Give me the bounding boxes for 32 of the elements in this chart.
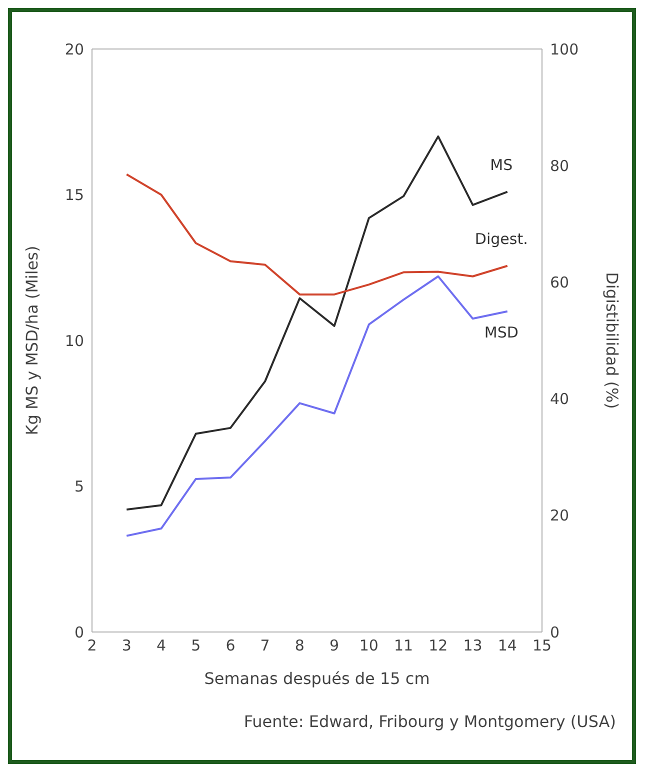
x-tick-label: 14 xyxy=(498,636,517,655)
y-tick-label: 5 xyxy=(74,478,84,496)
y2-tick-label: 60 xyxy=(550,274,570,292)
x-tick-label: 10 xyxy=(359,636,378,655)
x-tick-label: 5 xyxy=(191,636,201,655)
y2-tick-label: 40 xyxy=(550,390,570,408)
x-tick-label: 12 xyxy=(428,636,448,655)
y-tick-label: 0 xyxy=(74,623,84,642)
x-axis-title: Semanas después de 15 cm xyxy=(204,669,430,688)
x-tick-label: 2 xyxy=(87,636,97,655)
series-label: MSD xyxy=(484,323,518,342)
x-tick-label: 4 xyxy=(156,636,166,655)
x-tick-label: 15 xyxy=(532,636,552,655)
x-tick-label: 9 xyxy=(330,636,340,655)
x-tick-label: 11 xyxy=(394,636,414,655)
x-tick-label: 7 xyxy=(260,636,270,655)
series-label: Digest. xyxy=(474,230,528,248)
y2-tick-label: 20 xyxy=(550,506,570,525)
y2-tick-label: 0 xyxy=(550,623,560,642)
source-note: Fuente: Edward, Fribourg y Montgomery (USA) xyxy=(244,712,616,731)
x-tick-label: 13 xyxy=(463,636,482,655)
series-label: MS xyxy=(490,156,513,174)
y2-tick-label: 100 xyxy=(550,40,579,58)
y-tick-label: 10 xyxy=(64,332,84,350)
x-tick-label: 3 xyxy=(122,636,132,655)
x-tick-label: 8 xyxy=(294,636,304,655)
y-axis-title: Kg MS y MSD/ha (Miles) xyxy=(22,246,42,436)
y2-tick-label: 80 xyxy=(550,156,570,175)
y-tick-label: 15 xyxy=(64,186,84,204)
y2-axis-title: Digistibilidad (%) xyxy=(602,272,622,409)
y-tick-label: 20 xyxy=(64,40,84,58)
x-tick-label: 6 xyxy=(226,636,236,655)
